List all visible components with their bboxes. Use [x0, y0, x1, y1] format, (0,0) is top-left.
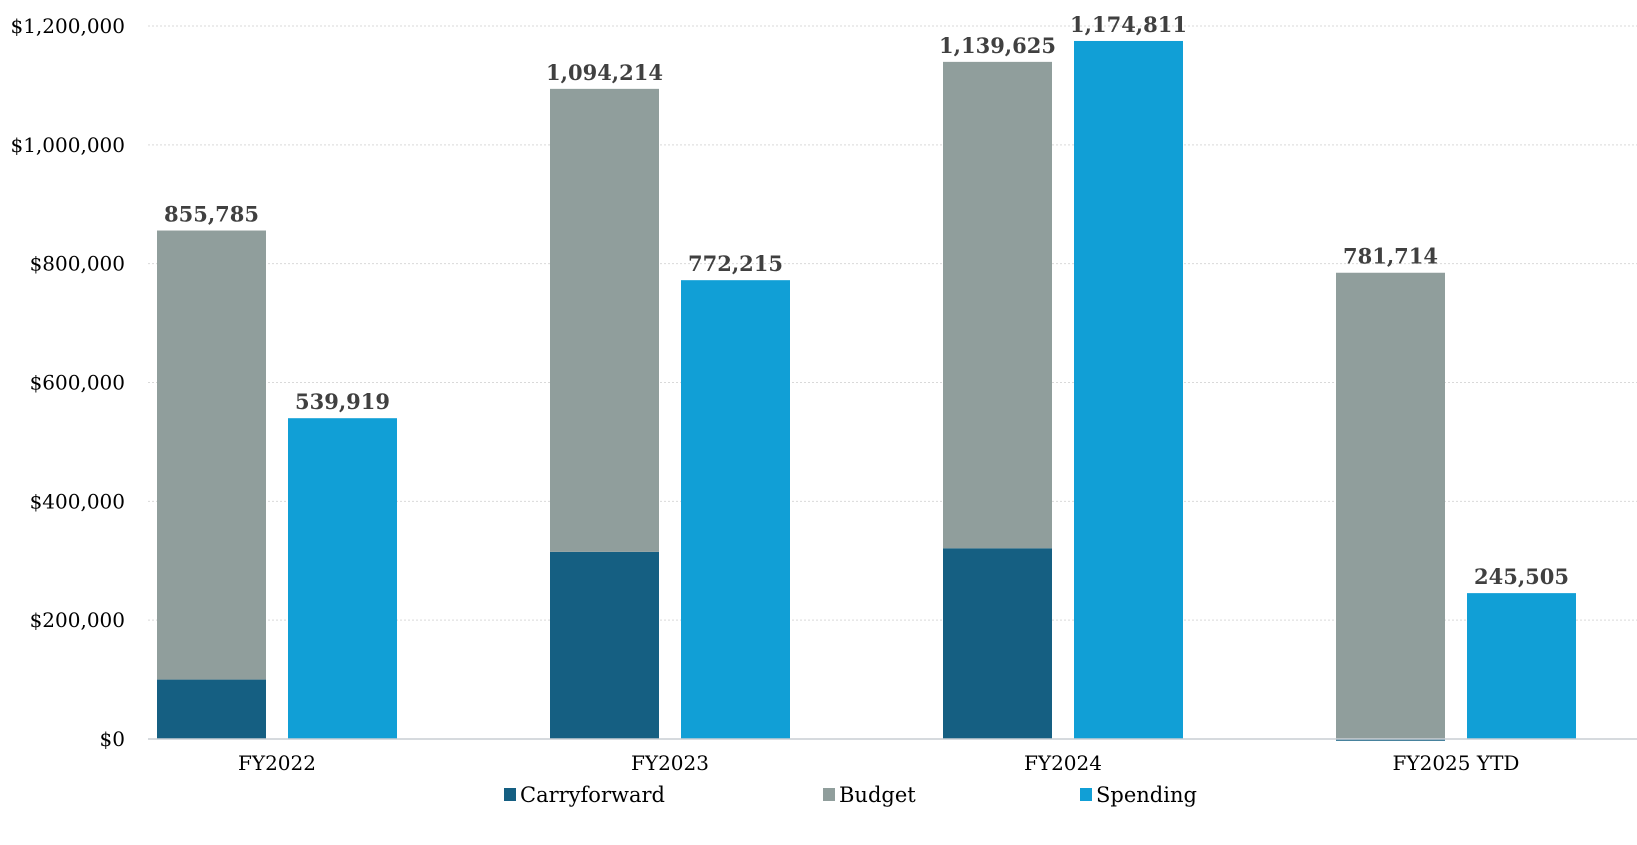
data-label-spending: 245,505 — [1474, 564, 1569, 589]
data-label-budget-total: 781,714 — [1343, 244, 1438, 269]
x-tick-label: FY2022 — [238, 751, 316, 775]
y-tick-label: $800,000 — [30, 252, 125, 276]
bar-carryforward — [1336, 739, 1445, 741]
legend-label: Budget — [839, 783, 916, 807]
y-tick-label: $600,000 — [30, 371, 125, 395]
bar-budget — [1336, 272, 1445, 739]
legend-swatch — [1080, 788, 1092, 801]
bar-spending — [681, 280, 790, 739]
data-label-spending: 1,174,811 — [1070, 12, 1187, 37]
data-label-budget-total: 1,139,625 — [939, 33, 1056, 58]
y-tick-label: $400,000 — [30, 489, 125, 513]
bar-budget — [157, 230, 266, 680]
x-tick-label: FY2024 — [1024, 751, 1102, 775]
bars — [157, 40, 1576, 741]
bar-spending — [1467, 593, 1576, 739]
y-axis-ticks: $0 $200,000 $400,000 $600,000 $800,000 $1,000… — [10, 14, 125, 751]
data-label-budget-total: 1,094,214 — [546, 60, 663, 85]
y-tick-label: $1,000,000 — [10, 133, 125, 157]
data-label-spending: 772,215 — [688, 251, 783, 276]
data-label-spending: 539,919 — [295, 389, 390, 414]
x-axis-ticks: FY2022 FY2023 FY2024 FY2025 YTD — [238, 751, 1519, 775]
legend-label: Carryforward — [520, 783, 665, 807]
bar-spending — [288, 418, 397, 739]
y-tick-label: $200,000 — [30, 608, 125, 632]
bar-carryforward — [943, 548, 1052, 739]
legend-swatch — [504, 788, 516, 801]
bar-budget — [550, 88, 659, 552]
x-tick-label: FY2025 YTD — [1393, 751, 1520, 775]
bar-carryforward — [157, 679, 266, 739]
legend: Carryforward Budget Spending — [504, 783, 1197, 807]
legend-swatch — [823, 788, 835, 801]
data-label-budget-total: 855,785 — [164, 202, 259, 227]
bar-spending — [1074, 40, 1183, 739]
legend-label: Spending — [1096, 783, 1197, 807]
bar-carryforward — [550, 551, 659, 739]
x-tick-label: FY2023 — [631, 751, 709, 775]
y-tick-label: $1,200,000 — [10, 14, 125, 38]
bar-budget — [943, 61, 1052, 549]
y-tick-label: $0 — [100, 727, 125, 751]
data-labels: 855,785 539,919 1,094,214 772,215 1,139,625 1… — [164, 12, 1569, 589]
